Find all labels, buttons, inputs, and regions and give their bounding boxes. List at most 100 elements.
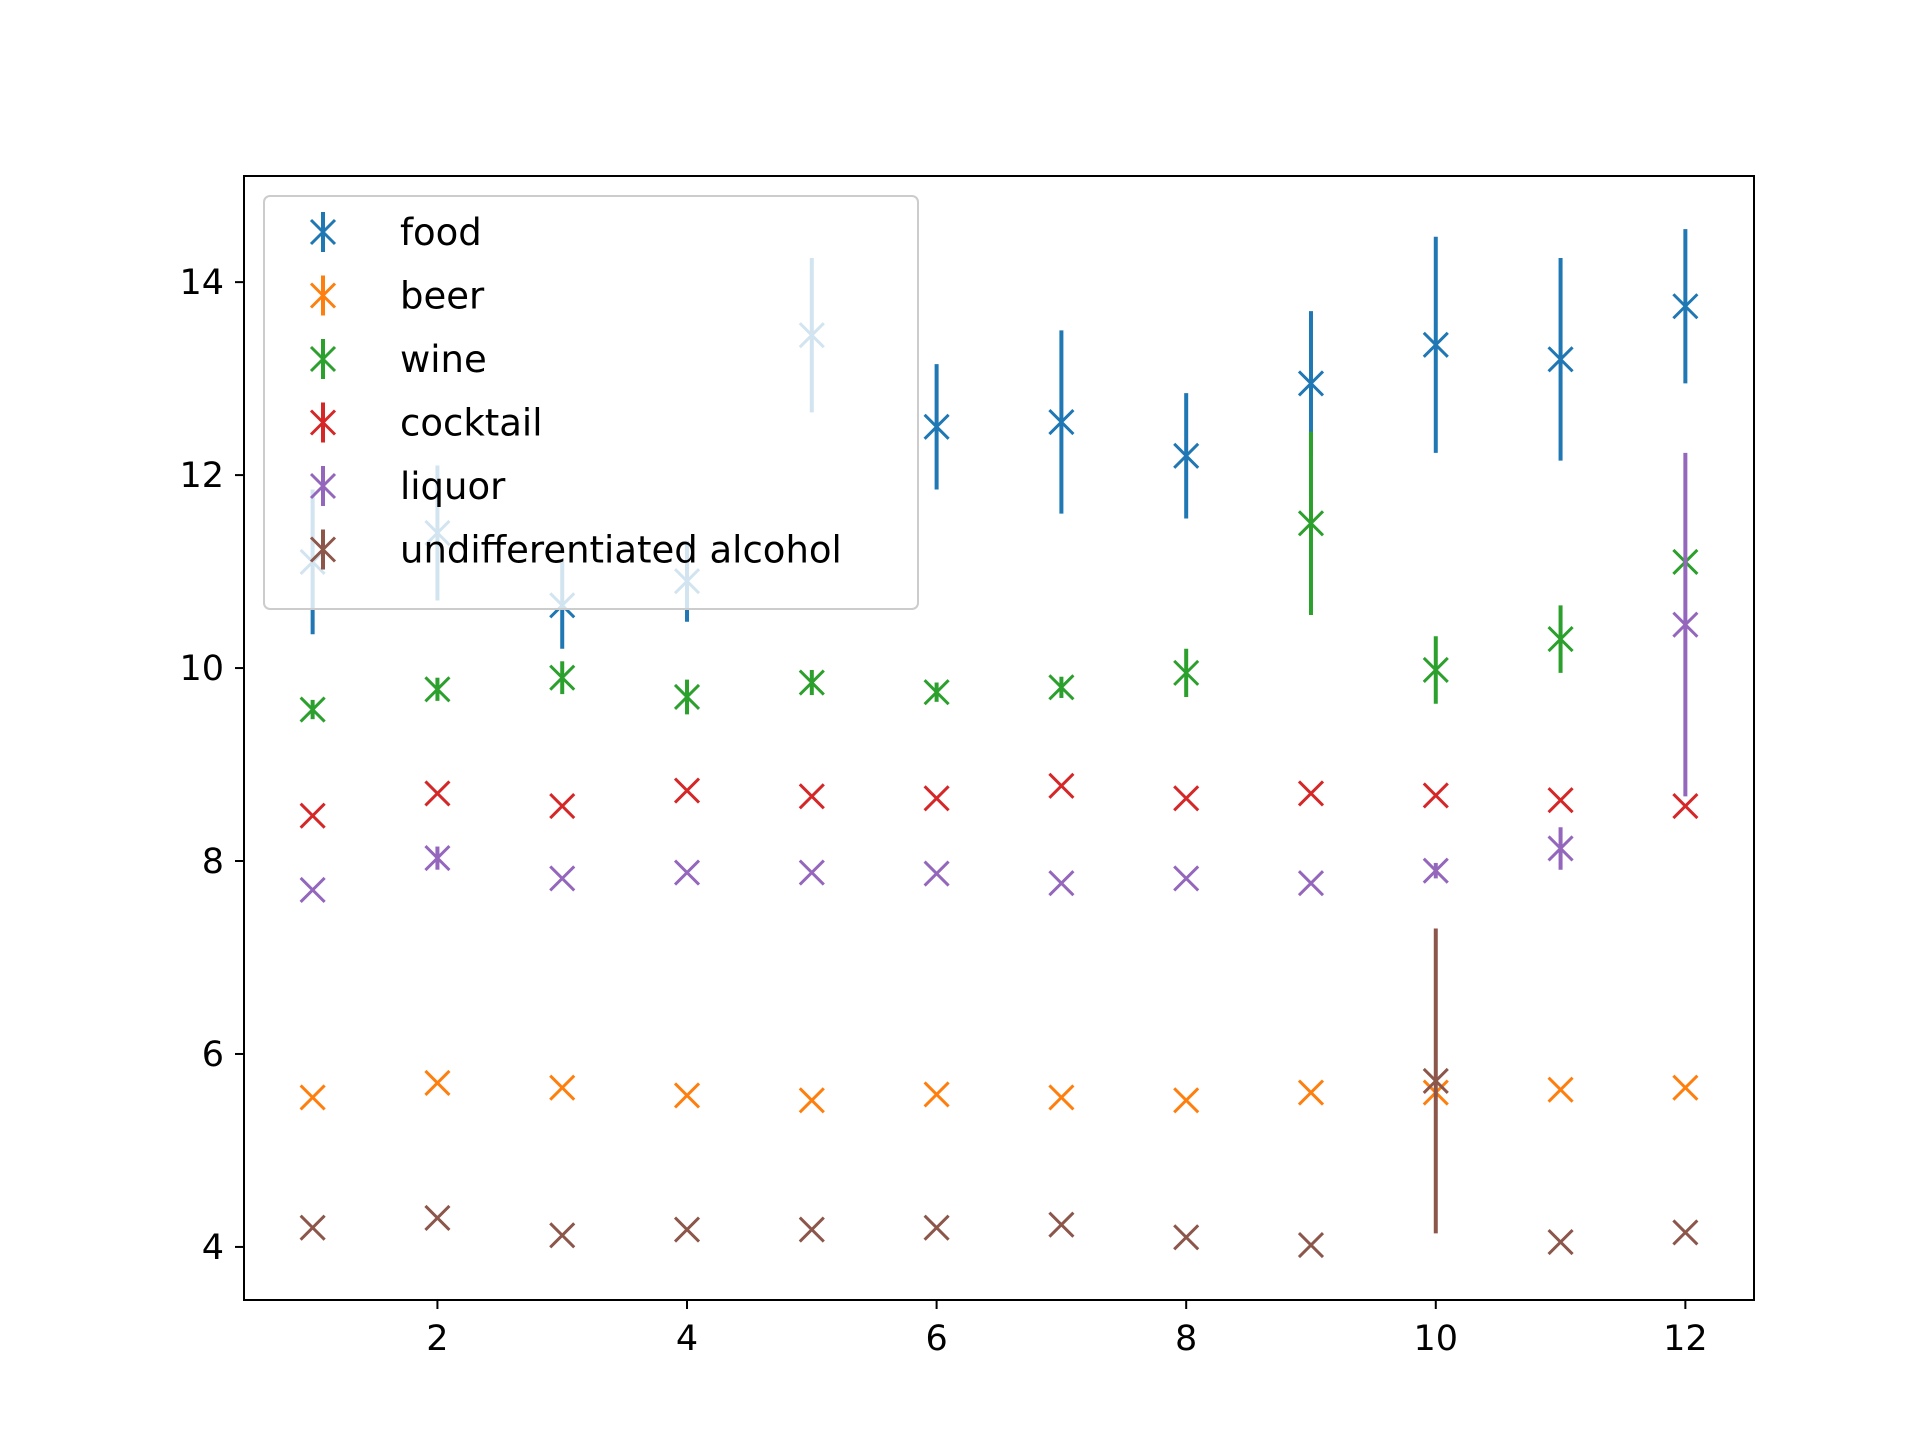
data-point [923,1214,950,1241]
data-point [798,859,825,886]
data-point [1048,1211,1075,1238]
x-tick-label: 6 [925,1319,947,1359]
data-point [1173,1224,1200,1251]
data-point [1173,785,1200,812]
data-point [923,860,950,887]
x-tick-label: 12 [1663,1319,1708,1359]
y-tick-label: 6 [202,1035,224,1075]
data-point [1297,1079,1325,1106]
data-point [549,1074,576,1101]
data-point [299,696,326,723]
series-liquor [299,452,1699,904]
data-point [1672,611,1699,638]
data-point [299,876,326,904]
data-point [299,1084,326,1111]
data-point [1173,865,1200,892]
data-point [299,802,326,829]
data-point [1173,442,1200,469]
data-point [1297,510,1325,537]
x-tick-label: 10 [1414,1319,1459,1359]
legend-label: wine [400,338,487,381]
y-tick-label: 12 [179,456,224,496]
data-point [673,859,701,886]
y-tick-label: 4 [202,1228,224,1268]
data-point [1672,792,1699,820]
data-point [549,865,576,892]
data-point [1547,835,1574,862]
data-point [923,1081,950,1108]
legend-marker [309,472,337,500]
data-point [1048,1084,1075,1111]
legend-label: undifferentiated alcohol [400,529,842,572]
series-undifferentiated-alcohol [299,928,1699,1259]
data-point [424,676,451,703]
data-point [1297,870,1325,897]
plot-area-frame [243,175,1755,1301]
data-point [673,1216,701,1243]
series-wine [299,431,1699,723]
legend-marker [309,218,337,246]
legend-label: liquor [400,465,506,508]
data-point [549,1222,576,1249]
data-point [1422,782,1449,809]
legend: food beer wine cocktail liquor undifferentiat… [263,195,919,610]
data-point [424,1069,451,1096]
data-point [673,777,701,804]
data-point [1422,857,1449,884]
y-tick-label: 8 [202,842,224,882]
data-point [798,783,825,810]
legend-label: beer [400,275,485,318]
data-point [424,780,451,807]
legend-marker [309,409,337,436]
data-point [1547,626,1574,653]
legend-label: food [400,211,482,254]
data-point [299,1214,326,1241]
data-point [1547,346,1574,373]
data-point [1297,1231,1325,1259]
data-point [549,664,576,691]
series-cocktail [299,772,1699,829]
data-point [1672,1074,1699,1101]
data-point [1048,408,1075,436]
legend-box [263,195,919,610]
y-tick-label: 14 [179,263,224,303]
y-tick-label: 10 [179,649,224,689]
data-point [923,413,950,440]
data-point [798,669,825,696]
data-point [424,1204,451,1232]
data-point [1297,780,1325,807]
data-point [1297,370,1325,397]
data-point [798,1087,825,1114]
data-point [1547,787,1574,814]
data-point [1547,1229,1574,1256]
data-point [1173,659,1200,686]
data-point [1422,331,1449,358]
legend-marker [309,536,337,563]
data-point [673,1082,701,1109]
data-point [1422,656,1449,684]
legend-marker [309,282,337,309]
data-point [923,785,950,812]
data-point [1422,1067,1449,1095]
data-point [549,792,576,820]
data-point [1048,870,1075,897]
data-point [673,683,701,711]
data-point [1048,772,1075,799]
data-point [1048,674,1075,701]
data-point [1173,1087,1200,1114]
legend-marker [309,345,337,373]
data-point [1672,293,1699,320]
axis-ticks: 2 4 6 8 10 12 4 6 8 10 12 14 [179,263,1707,1359]
x-tick-label: 8 [1175,1319,1197,1359]
data-point [1547,1076,1574,1103]
data-point [424,845,451,872]
data-point [1672,1219,1699,1246]
data-point [798,1216,825,1243]
legend-label: cocktail [400,402,543,445]
x-tick-label: 4 [676,1319,698,1359]
data-point [923,679,950,706]
series-beer [299,1069,1699,1114]
x-tick-label: 2 [426,1319,448,1359]
